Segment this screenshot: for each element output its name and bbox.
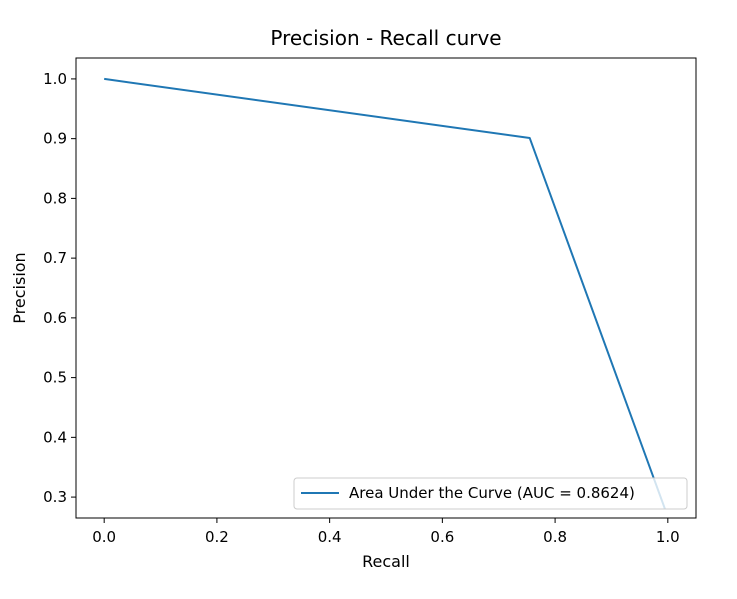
- x-tick-label: 1.0: [656, 528, 680, 546]
- x-tick-label: 0.8: [543, 528, 567, 546]
- series-line-0: [104, 77, 666, 510]
- plot-frame: [75, 57, 697, 519]
- y-axis-ticks: 0.3 0.4 0.5 0.6 0.7 0.8 0.9 1.0: [43, 70, 76, 506]
- y-tick-label: 0.9: [43, 130, 67, 148]
- x-tick-label: 0.6: [430, 528, 454, 546]
- y-tick-label: 1.0: [43, 70, 67, 88]
- x-tick-label: 0.0: [92, 528, 116, 546]
- y-tick-label: 0.3: [43, 488, 67, 506]
- y-tick-label: 0.5: [43, 369, 67, 387]
- series-layer: [104, 77, 666, 510]
- chart-title: Precision - Recall curve: [270, 26, 501, 50]
- legend-label: Area Under the Curve (AUC = 0.8624): [349, 484, 635, 502]
- y-axis-label: Precision: [10, 252, 29, 323]
- y-tick-label: 0.8: [43, 189, 67, 207]
- x-tick-label: 0.4: [318, 528, 342, 546]
- legend-box: [293, 477, 688, 510]
- x-axis-ticks: 0.0 0.2 0.4 0.6 0.8 1.0: [92, 518, 680, 546]
- x-tick-label: 0.2: [205, 528, 229, 546]
- y-tick-label: 0.4: [43, 428, 67, 446]
- legend: Area Under the Curve (AUC = 0.8624): [293, 477, 688, 510]
- x-axis-label: Recall: [362, 552, 410, 571]
- y-tick-label: 0.7: [43, 249, 67, 267]
- y-tick-label: 0.6: [43, 309, 67, 327]
